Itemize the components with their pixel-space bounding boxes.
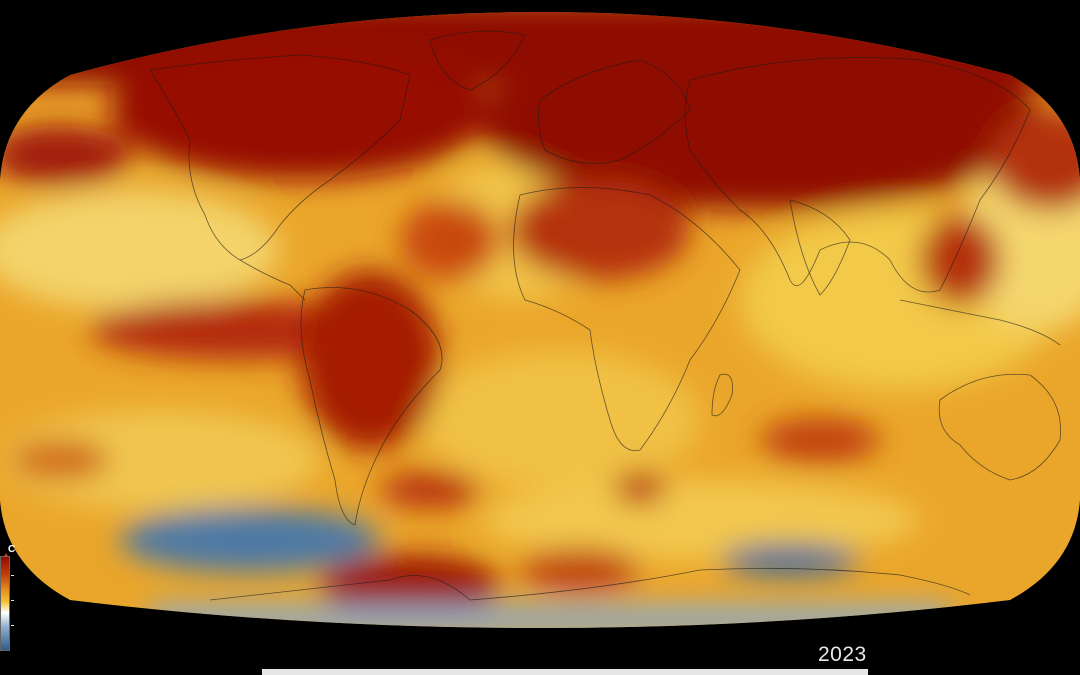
year-label: 2023 xyxy=(818,643,867,666)
madagascar-outline xyxy=(711,373,733,417)
indonesia-outline xyxy=(899,299,1061,346)
antarctica-outline xyxy=(209,567,971,601)
colorbar-tick xyxy=(11,600,14,601)
asia-outline xyxy=(684,57,1031,293)
continent-outlines xyxy=(149,30,1062,601)
colorbar-unit: C xyxy=(8,544,15,555)
anomaly-field xyxy=(0,12,1080,628)
greenland-outline xyxy=(429,30,526,91)
australia-outline xyxy=(938,373,1062,481)
timeline-progress-fill xyxy=(262,669,868,675)
central-america-outline xyxy=(239,259,306,301)
timeline-track[interactable] xyxy=(262,669,868,675)
colorbar-tick xyxy=(11,625,14,626)
north-america-outline xyxy=(149,54,411,261)
india-outline xyxy=(789,199,851,296)
colorbar xyxy=(0,556,10,651)
colorbar-unit-label: C xyxy=(8,544,16,555)
south-america-outline xyxy=(300,287,443,526)
europe-outline xyxy=(537,59,691,164)
africa-outline xyxy=(513,187,741,452)
colorbar-tick xyxy=(11,575,14,576)
